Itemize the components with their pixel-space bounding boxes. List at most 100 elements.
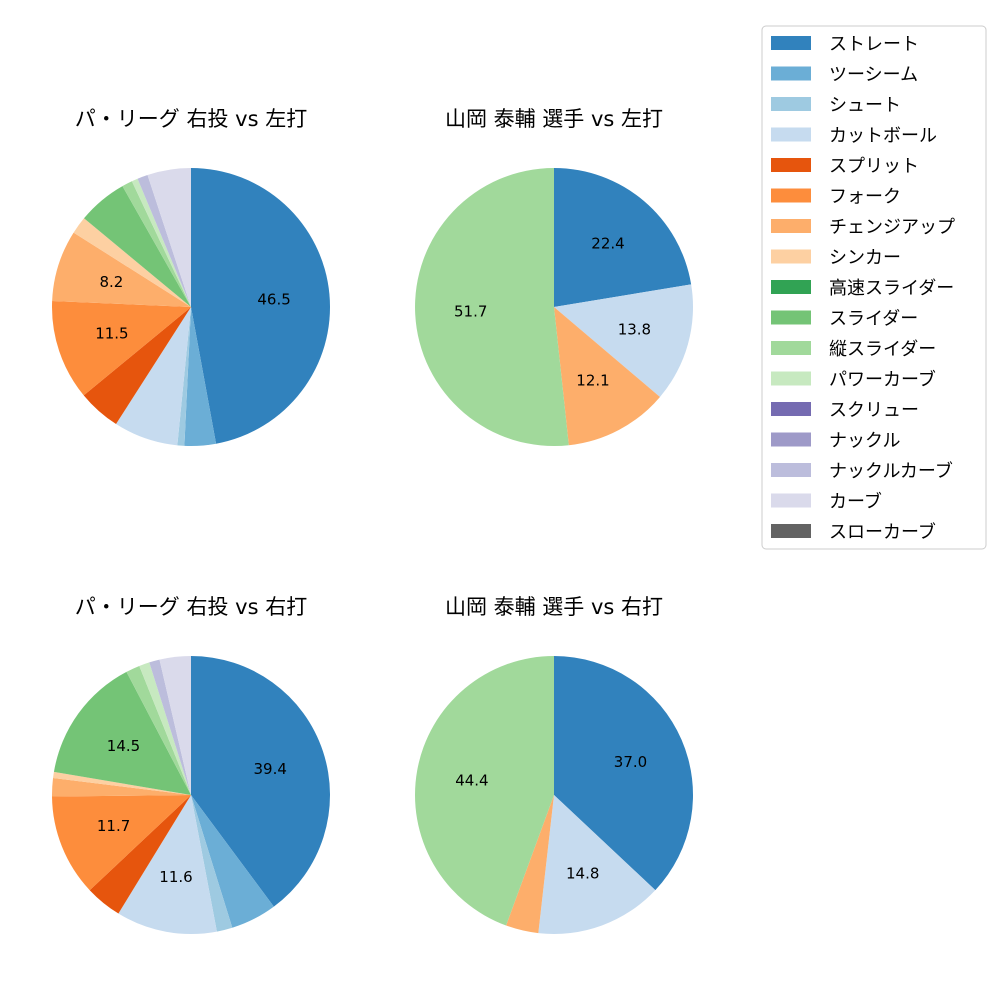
pie-slice (84, 186, 191, 307)
legend-item: カーブ (771, 491, 882, 513)
legend-label: 縦スライダー (829, 339, 936, 360)
legend-label: チェンジアップ (829, 217, 955, 238)
legend-item: スクリュー (771, 400, 919, 421)
legend-item: スローカーブ (771, 521, 936, 543)
legend-label: ツーシーム (829, 65, 918, 86)
pie-slice (191, 656, 331, 907)
legend-label: ナックルカーブ (829, 460, 953, 482)
pie-slice (52, 301, 191, 396)
pie-slice (73, 218, 191, 307)
pie-slice (122, 181, 191, 307)
legend-swatch (771, 402, 811, 416)
slice-value-label: 37.0 (614, 753, 647, 771)
pie-slice (89, 795, 191, 914)
slice-value-label: 46.5 (257, 290, 290, 308)
legend-swatch (771, 36, 811, 50)
pie-slice (83, 307, 191, 425)
legend-swatch (771, 310, 811, 325)
pie-slice (137, 174, 191, 307)
legend-label: パワーカーブ (829, 369, 936, 391)
pie-slice (506, 795, 554, 934)
slice-value-label: 8.2 (99, 273, 123, 291)
legend-label: シンカー (829, 248, 901, 269)
pie-slice (52, 795, 192, 891)
pie-slice (554, 284, 694, 397)
pie-3: パ・リーグ 右投 vs 右打 39.4 11.6 11.7 14.5 (52, 595, 331, 935)
legend-label: ナックル (829, 431, 900, 452)
slice-value-label: 44.4 (455, 771, 488, 789)
legend-label: シュート (829, 95, 901, 116)
slice-value-label: 11.6 (159, 868, 192, 886)
pie-slice (159, 656, 191, 795)
pie-slice (126, 665, 191, 795)
legend-swatch (771, 341, 811, 355)
pie-slice (554, 656, 694, 891)
slice-value-label: 12.1 (576, 372, 609, 390)
pie-title: パ・リーグ 右投 vs 左打 (75, 107, 307, 131)
legend-label: スプリット (829, 156, 919, 177)
pie-title: 山岡 泰輔 選手 vs 左打 (445, 107, 663, 131)
pie-slice (118, 795, 217, 935)
pie-slice (191, 795, 274, 928)
legend-item: ナックルカーブ (771, 460, 953, 482)
pie-2: 山岡 泰輔 選手 vs 左打 22.4 13.8 12.1 51.7 (415, 107, 694, 446)
legend-item: スライダー (771, 309, 918, 330)
slice-value-label: 22.4 (591, 234, 624, 252)
legend-item: スプリット (771, 156, 919, 177)
legend-swatch (771, 493, 811, 508)
pie-slice (415, 656, 554, 926)
legend-label: スローカーブ (829, 521, 936, 543)
pie-1: パ・リーグ 右投 vs 左打 46.5 11.5 8.2 (52, 107, 331, 446)
legend-swatch (771, 158, 811, 172)
legend-item: シンカー (771, 248, 901, 269)
legend-swatch (771, 371, 811, 386)
legend-swatch (771, 219, 811, 233)
legend-item: ツーシーム (771, 65, 918, 86)
pie-slice (538, 795, 656, 934)
legend-item: フォーク (771, 187, 901, 208)
legend-label: スライダー (829, 309, 918, 330)
legend-item: シュート (771, 95, 901, 116)
legend-label: 高速スライダー (829, 278, 954, 299)
legend-swatch (771, 127, 811, 142)
pie-slice (147, 168, 191, 307)
slice-value-label: 11.5 (95, 325, 128, 343)
legend-swatch (771, 280, 811, 294)
slice-value-label: 11.7 (97, 817, 130, 835)
legend-swatch (771, 524, 811, 538)
legend-swatch (771, 66, 811, 81)
slice-value-label: 51.7 (454, 303, 487, 321)
pie-slice (191, 795, 233, 932)
pie-slice (131, 178, 191, 307)
legend-label: スクリュー (829, 400, 919, 421)
slice-value-label: 39.4 (253, 760, 286, 778)
legend-item: 縦スライダー (771, 339, 936, 360)
pie-slice (52, 232, 191, 307)
pie-slice (139, 662, 191, 795)
slice-value-label: 13.8 (618, 320, 651, 338)
legend-item: パワーカーブ (771, 369, 936, 391)
pie-slice (554, 168, 692, 307)
legend-frame (761, 25, 987, 550)
pie-slice (191, 168, 331, 444)
legend-swatch (771, 432, 811, 447)
pie-title: 山岡 泰輔 選手 vs 右打 (445, 595, 663, 619)
pie-4: 山岡 泰輔 選手 vs 右打 37.0 14.8 44.4 (415, 595, 694, 934)
legend-item: チェンジアップ (771, 217, 955, 238)
pie-slice (184, 307, 217, 446)
pie-slice (53, 771, 191, 795)
legend: ストレートツーシームシュートカットボールスプリットフォークチェンジアップシンカー… (761, 25, 987, 550)
pie-slice (52, 778, 191, 797)
pie-slice (554, 307, 660, 446)
legend-label: カットボール (829, 126, 937, 147)
legend-item: ナックル (771, 431, 900, 452)
slice-value-label: 14.5 (107, 737, 140, 755)
legend-swatch (771, 188, 811, 203)
pie-slice (415, 168, 569, 446)
legend-swatch (771, 97, 811, 111)
legend-swatch (771, 249, 811, 264)
legend-item: カットボール (771, 126, 937, 147)
legend-item: ストレート (771, 34, 919, 55)
pie-slice (53, 671, 192, 795)
